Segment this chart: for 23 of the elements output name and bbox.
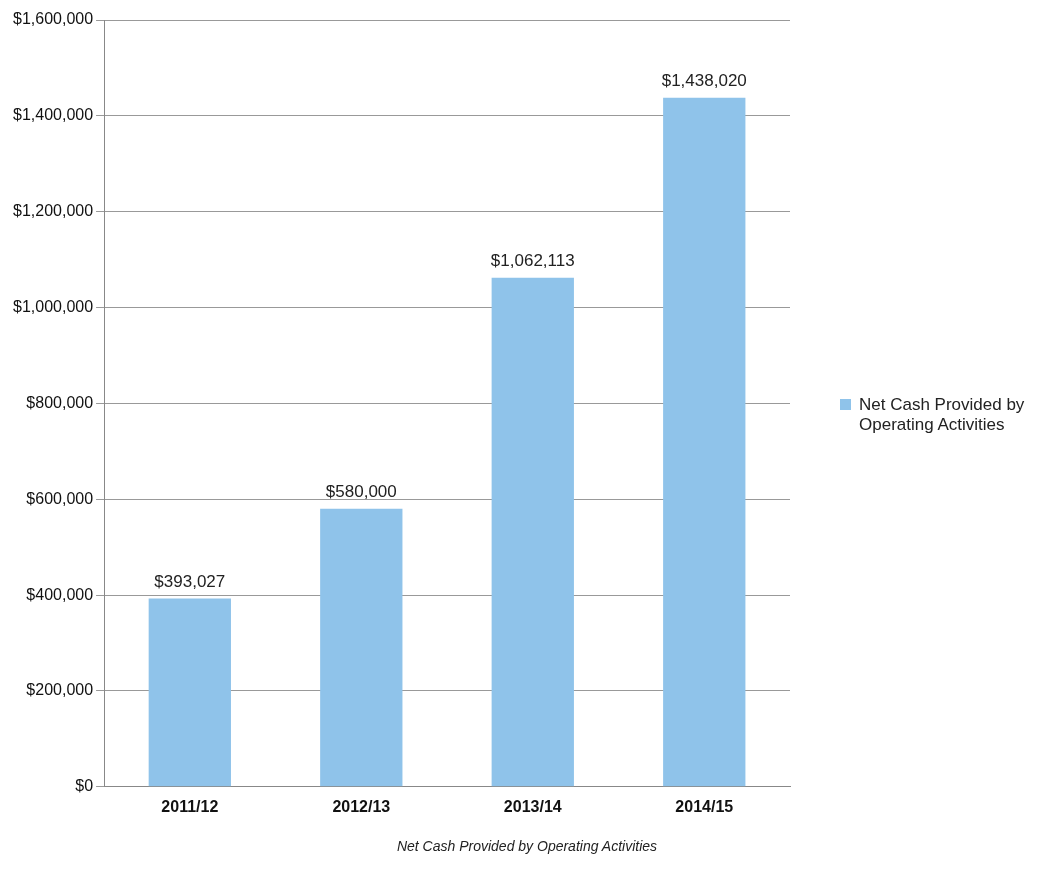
- y-tick-label: $200,000: [26, 681, 94, 699]
- x-tick-label: 2011/12: [161, 797, 219, 815]
- legend-label: Net Cash Provided by Operating Activities: [859, 395, 1026, 435]
- data-label: $1,438,020: [661, 70, 747, 90]
- y-tick-label: $1,000,000: [13, 297, 94, 315]
- bar: [320, 508, 403, 787]
- data-label: $1,062,113: [490, 250, 575, 270]
- y-tick-label: $600,000: [26, 489, 94, 507]
- x-tick-label: 2012/13: [332, 797, 391, 815]
- text: Net Cash Provided by Operating Activities: [395, 838, 659, 854]
- y-tick-label: $800,000: [26, 393, 94, 411]
- x-tick-label: 2014/15: [675, 797, 734, 815]
- y-tick-label: $1,600,000: [13, 10, 94, 28]
- y-tick-label: $1,400,000: [13, 106, 94, 124]
- x-tick-label: 2013/14: [503, 797, 562, 815]
- y-tick-label: $400,000: [26, 585, 94, 603]
- data-label: $580,000: [325, 482, 397, 502]
- y-tick-label: $0: [75, 777, 94, 795]
- bar: [148, 598, 231, 787]
- bar: [663, 97, 746, 787]
- bar: [491, 277, 574, 787]
- data-label: $393,027: [154, 571, 226, 591]
- y-tick-label: $1,200,000: [13, 202, 94, 220]
